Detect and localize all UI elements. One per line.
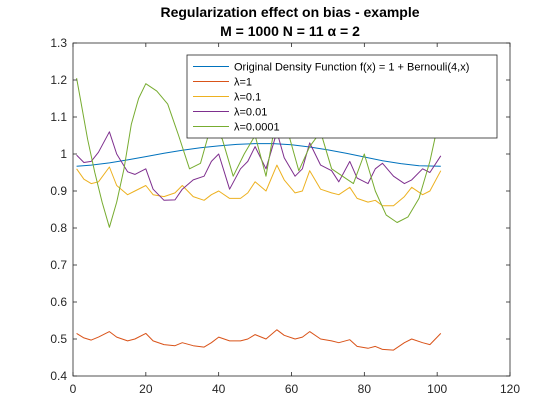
x-axis: 0 20 40 60 80 100 120 [70, 43, 520, 396]
legend: Original Density Function f(x) = 1 + Ber… [186, 54, 498, 139]
series-line-2 [76, 164, 442, 207]
y-tick-label: 0.6 [50, 295, 67, 309]
y-tick-label: 0.7 [50, 258, 67, 272]
x-tick-label: 120 [500, 382, 520, 396]
chart-title-line1: Regularization effect on bias - example [160, 4, 419, 20]
legend-entry: λ=1 [234, 77, 252, 89]
legend-entry: λ=0.01 [234, 107, 267, 119]
x-tick-label: 20 [139, 382, 153, 396]
y-axis: 0.4 0.5 0.6 0.7 0.8 0.9 1 1.1 1.2 1.3 [50, 36, 510, 383]
y-tick-label: 1.2 [50, 73, 67, 87]
x-tick-label: 60 [285, 382, 299, 396]
y-tick-label: 0.4 [50, 369, 67, 383]
series-line-3 [76, 131, 442, 201]
y-tick-label: 0.5 [50, 332, 67, 346]
legend-entry: λ=0.0001 [234, 122, 280, 134]
y-tick-label: 1.1 [50, 110, 67, 124]
y-tick-label: 0.8 [50, 221, 67, 235]
legend-entry: λ=0.1 [234, 92, 261, 104]
x-tick-label: 80 [358, 382, 372, 396]
x-tick-label: 40 [212, 382, 226, 396]
series-line-0 [76, 143, 441, 167]
x-tick-label: 100 [427, 382, 447, 396]
chart-title-line2: M = 1000 N = 11 α = 2 [220, 23, 360, 39]
legend-box [186, 54, 498, 139]
legend-entry: Original Density Function f(x) = 1 + Ber… [234, 62, 469, 74]
x-tick-label: 0 [70, 382, 77, 396]
y-tick-label: 1.3 [50, 36, 67, 50]
y-tick-label: 0.9 [50, 184, 67, 198]
y-tick-label: 1 [60, 147, 67, 161]
series-line-1 [76, 329, 442, 351]
series-layer [76, 78, 442, 351]
series-line-4 [76, 78, 442, 228]
